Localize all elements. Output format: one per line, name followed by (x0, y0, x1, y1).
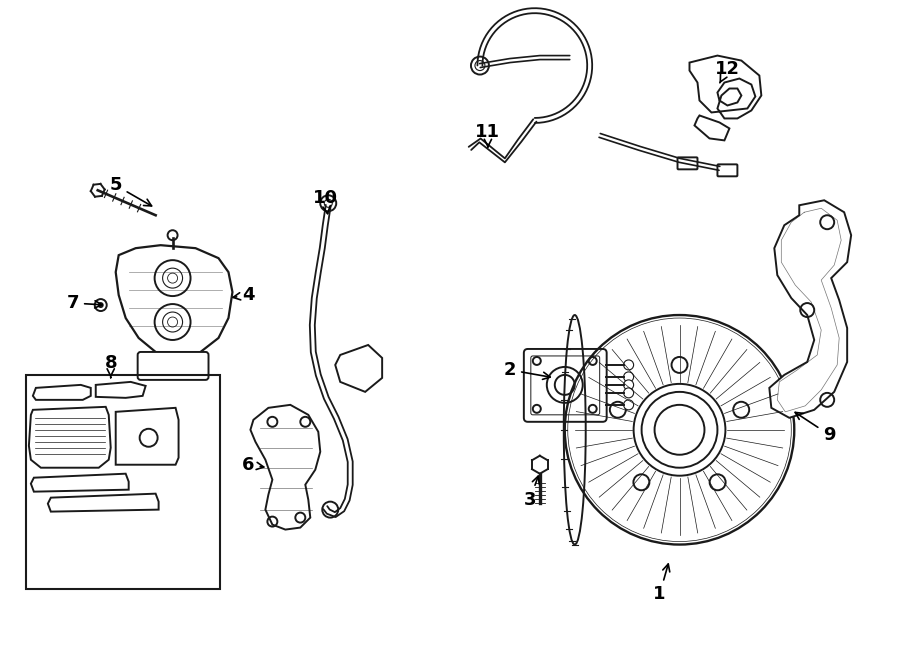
Polygon shape (48, 494, 158, 512)
Text: 2: 2 (504, 361, 550, 379)
FancyBboxPatch shape (138, 352, 209, 380)
Text: 5: 5 (110, 176, 151, 206)
Polygon shape (31, 474, 129, 492)
Text: 1: 1 (653, 564, 670, 603)
Circle shape (320, 195, 337, 212)
Polygon shape (695, 116, 729, 140)
Text: 8: 8 (104, 354, 117, 377)
Circle shape (155, 304, 191, 340)
Text: 10: 10 (313, 189, 338, 214)
Text: 4: 4 (233, 286, 255, 304)
FancyBboxPatch shape (717, 165, 737, 176)
Text: 3: 3 (524, 476, 539, 509)
Polygon shape (116, 408, 178, 465)
Circle shape (471, 57, 489, 75)
Circle shape (98, 302, 104, 308)
Polygon shape (689, 56, 761, 118)
Circle shape (94, 299, 107, 311)
Circle shape (624, 360, 634, 370)
Polygon shape (29, 407, 111, 468)
Polygon shape (770, 200, 851, 418)
Text: 7: 7 (67, 294, 102, 312)
Circle shape (155, 260, 191, 296)
Text: 12: 12 (715, 59, 740, 83)
Polygon shape (116, 245, 232, 358)
Text: 9: 9 (796, 412, 835, 444)
Text: 11: 11 (475, 124, 500, 147)
Text: 6: 6 (242, 455, 264, 474)
Polygon shape (335, 345, 382, 392)
Circle shape (624, 372, 634, 382)
Circle shape (624, 400, 634, 410)
Circle shape (624, 380, 634, 390)
Polygon shape (33, 385, 91, 400)
Bar (26, 375, 220, 590)
FancyBboxPatch shape (678, 157, 698, 169)
Polygon shape (250, 405, 320, 529)
Polygon shape (95, 382, 146, 398)
Circle shape (624, 388, 634, 398)
